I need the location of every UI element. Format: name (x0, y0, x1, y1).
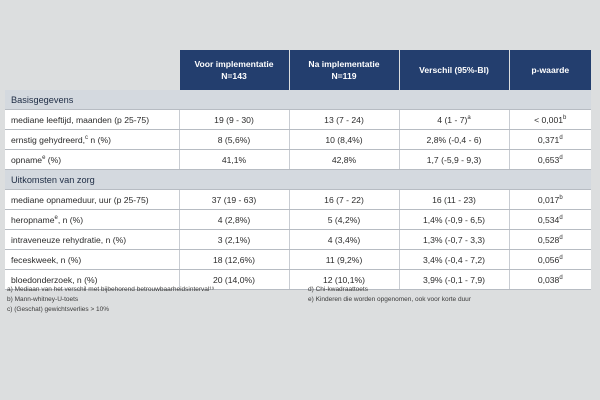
header-after: Na implementatie N=119 (288, 50, 399, 90)
cell-p-value: 0,056d (508, 249, 591, 270)
table-row: feceskweek, n (%) 18 (12,6%) 11 (9,2%) 3,4%… (5, 249, 591, 270)
table-row: intraveneuze rehydratie, n (%) 3 (2,1%) 4 … (5, 229, 591, 250)
cell-p-value: 0,534d (508, 209, 591, 230)
cell-after: 42,8% (288, 149, 399, 170)
row-label: mediane opnameduur, uur (p 25-75) (5, 189, 179, 210)
cell-after: 11 (9,2%) (288, 249, 399, 270)
footnote: e) Kinderen die worden opgenomen, ook vo… (308, 296, 471, 303)
footnote: a) Mediaan van het verschil met bijbehor… (7, 286, 215, 293)
section-title: Uitkomsten van zorg (5, 169, 591, 190)
row-label: ernstig gehydreerd,c n (%) (5, 129, 179, 150)
cell-before: 3 (2,1%) (178, 229, 289, 250)
table-row: ernstig gehydreerd,c n (%) 8 (5,6%) 10 (8,… (5, 129, 591, 150)
results-table: Voor implementatie N=143 Na implementatie… (5, 50, 591, 290)
cell-after: 4 (3,4%) (288, 229, 399, 250)
row-label: intraveneuze rehydratie, n (%) (5, 229, 179, 250)
row-label: mediane leeftijd, maanden (p 25-75) (5, 109, 179, 130)
table-row: opnamee (%) 41,1% 42,8% 1,7 (-5,9 - 9,3) 0,6… (5, 149, 591, 170)
cell-before: 8 (5,6%) (178, 129, 289, 150)
section-row: Uitkomsten van zorg (5, 169, 591, 190)
cell-difference: 3,9% (-0,1 - 7,9) (398, 269, 509, 290)
cell-p-value: < 0,001b (508, 109, 591, 130)
cell-after: 10 (8,4%) (288, 129, 399, 150)
section-row: Basisgegevens (5, 90, 591, 110)
row-label: heropnamee, n (%) (5, 209, 179, 230)
cell-before: 37 (19 - 63) (178, 189, 289, 210)
cell-difference: 16 (11 - 23) (398, 189, 509, 210)
cell-difference: 4 (1 - 7)a (398, 109, 509, 130)
cell-p-value: 0,371d (508, 129, 591, 150)
cell-p-value: 0,528d (508, 229, 591, 250)
header-before: Voor implementatie N=143 (178, 50, 289, 90)
cell-before: 4 (2,8%) (178, 209, 289, 230)
cell-difference: 1,3% (-0,7 - 3,3) (398, 229, 509, 250)
cell-p-value: 0,038d (508, 269, 591, 290)
cell-before: 20 (14,0%) (178, 269, 289, 290)
row-label: bloedonderzoek, n (%) (5, 269, 179, 290)
cell-before: 41,1% (178, 149, 289, 170)
footnote: d) Chi-kwadraattoets (308, 286, 368, 293)
section-title: Basisgegevens (5, 90, 591, 110)
header-difference: Verschil (95%-BI) (398, 50, 509, 90)
cell-before: 19 (9 - 30) (178, 109, 289, 130)
cell-after: 12 (10,1%) (288, 269, 399, 290)
footnotes-left: a) Mediaan van het verschil met bijbehor… (7, 285, 297, 315)
cell-before: 18 (12,6%) (178, 249, 289, 270)
table-row: mediane opnameduur, uur (p 25-75) 37 (19 … (5, 189, 591, 210)
table-body: Basisgegevens mediane leeftijd, maanden (… (5, 90, 591, 290)
cell-after: 5 (4,2%) (288, 209, 399, 230)
footnote: b) Mann-whitney-U-toets (7, 296, 79, 303)
footnotes-right: d) Chi-kwadraattoets e) Kinderen die word… (308, 285, 593, 305)
table-row: mediane leeftijd, maanden (p 25-75) 19 (9… (5, 109, 591, 130)
row-label: opnamee (%) (5, 149, 179, 170)
cell-difference: 2,8% (-0,4 - 6) (398, 129, 509, 150)
header-blank-cell (5, 50, 179, 90)
cell-p-value: 0,653d (508, 149, 591, 170)
header-p-value: p-waarde (508, 50, 591, 90)
row-label: feceskweek, n (%) (5, 249, 179, 270)
cell-after: 16 (7 - 22) (288, 189, 399, 210)
table-row: bloedonderzoek, n (%) 20 (14,0%) 12 (10,1%… (5, 269, 591, 290)
footnote: c) (Geschat) gewichtsverlies > 10% (7, 306, 110, 313)
header-row: Voor implementatie N=143 Na implementatie… (5, 50, 591, 90)
cell-difference: 1,4% (-0,9 - 6,5) (398, 209, 509, 230)
cell-difference: 1,7 (-5,9 - 9,3) (398, 149, 509, 170)
cell-difference: 3,4% (-0,4 - 7,2) (398, 249, 509, 270)
table-row: heropnamee, n (%) 4 (2,8%) 5 (4,2%) 1,4% (-… (5, 209, 591, 230)
cell-p-value: 0,017b (508, 189, 591, 210)
cell-after: 13 (7 - 24) (288, 109, 399, 130)
